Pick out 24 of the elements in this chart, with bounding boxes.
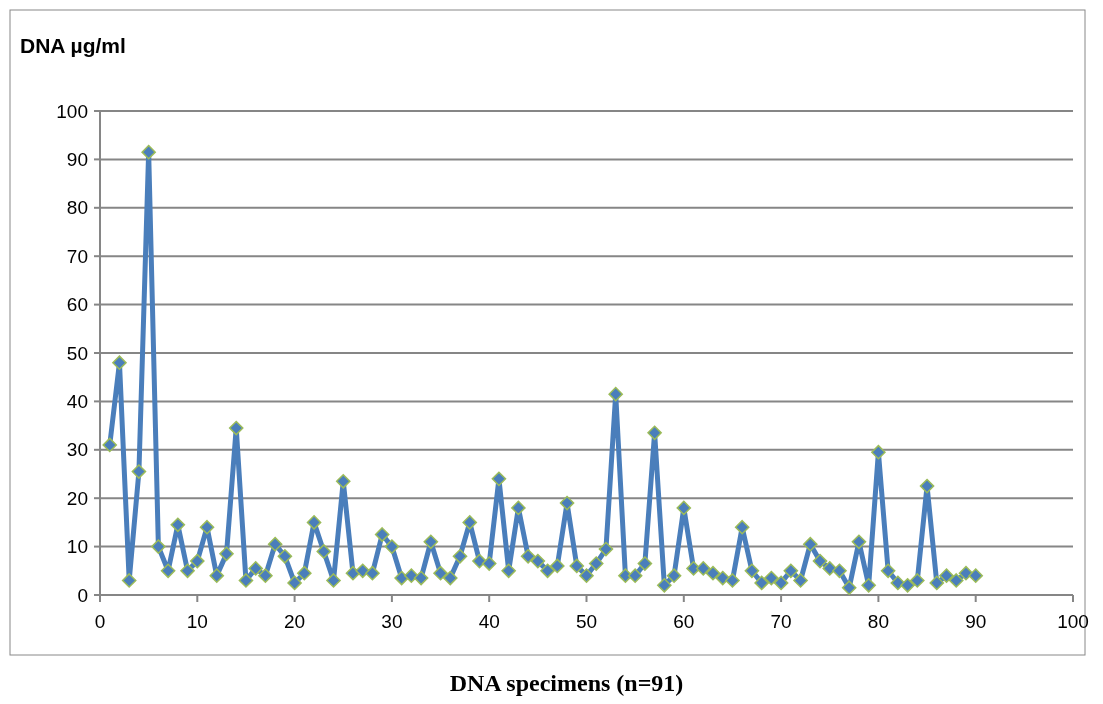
y-tick-label: 100 xyxy=(56,100,88,122)
x-tick-label: 10 xyxy=(186,611,208,632)
x-tick-label: 40 xyxy=(478,611,500,632)
x-tick-label: 60 xyxy=(673,611,695,632)
x-tick-label: 70 xyxy=(770,611,792,632)
y-axis-title: DNA µg/ml xyxy=(20,34,126,57)
y-tick-label: 40 xyxy=(66,391,88,413)
x-tick-label: 100 xyxy=(1057,611,1089,632)
y-tick-label: 20 xyxy=(66,487,88,509)
x-tick-label: 30 xyxy=(381,611,403,632)
y-tick-label: 0 xyxy=(77,584,88,606)
y-tick-label: 50 xyxy=(66,342,88,364)
x-tick-label: 0 xyxy=(94,611,106,632)
y-tick-label: 60 xyxy=(66,294,88,316)
x-tick-label: 90 xyxy=(965,611,987,632)
y-tick-label: 80 xyxy=(66,197,88,219)
x-tick-label: 20 xyxy=(284,611,306,632)
y-tick-label: 10 xyxy=(66,536,88,558)
x-tick-label: 80 xyxy=(867,611,889,632)
x-tick-label: 50 xyxy=(575,611,598,632)
y-tick-label: 90 xyxy=(66,149,88,171)
y-tick-label: 70 xyxy=(66,245,88,267)
y-tick-label: 30 xyxy=(66,439,88,461)
x-axis-title: DNA specimens (n=91) xyxy=(449,670,684,696)
